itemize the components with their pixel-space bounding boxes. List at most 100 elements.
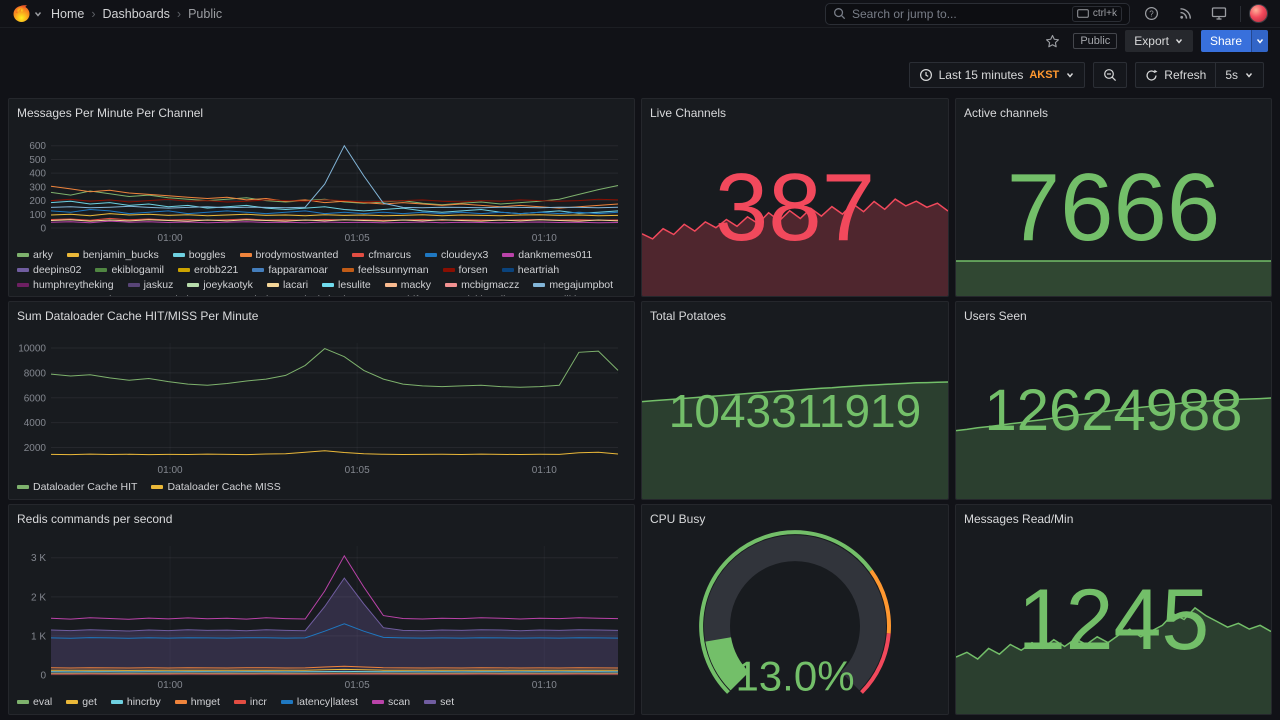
legend-item[interactable]: benjamin_bucks xyxy=(66,248,159,262)
panel-title[interactable]: Sum Dataloader Cache HIT/MISS Per Minute xyxy=(17,309,259,323)
panel-total-potatoes: Total Potatoes 1043311919 xyxy=(641,301,949,500)
search-input[interactable] xyxy=(852,6,1066,21)
legend-item[interactable]: jaskuz xyxy=(127,278,173,292)
search-box[interactable]: ctrl+k xyxy=(825,2,1130,25)
redis-chart[interactable]: 0 1 K 2 K 3 K 01:00 01:05 01:10 xyxy=(17,540,626,691)
legend-item[interactable]: ocedexx xyxy=(73,293,128,296)
legend-item[interactable]: preachifw xyxy=(365,293,426,296)
series-name: incr xyxy=(249,696,267,708)
refresh-interval-select[interactable]: 5s xyxy=(1215,62,1264,88)
legend-item[interactable]: cloudeyx3 xyxy=(425,248,488,262)
series-color-swatch xyxy=(501,268,514,272)
legend-item[interactable]: mcbigmaczz xyxy=(445,278,519,292)
legend-item[interactable]: feelssunnyman xyxy=(341,263,429,277)
legend-item[interactable]: scan xyxy=(371,695,410,709)
legend-item[interactable]: set xyxy=(424,695,454,709)
panel-title[interactable]: Messages Per Minute Per Channel xyxy=(17,106,204,120)
legend-item[interactable]: humphreytheking xyxy=(17,278,114,292)
share-button[interactable]: Share xyxy=(1200,30,1251,52)
panel-title[interactable]: Total Potatoes xyxy=(650,309,727,323)
svg-text:8000: 8000 xyxy=(24,368,47,379)
chevron-down-icon xyxy=(1256,39,1264,44)
legend-item[interactable]: playitshady xyxy=(282,293,351,296)
legend-item[interactable]: hmget xyxy=(174,695,220,709)
legend-item[interactable]: deepins02 xyxy=(17,263,81,277)
svg-text:4000: 4000 xyxy=(24,418,47,429)
legend-item[interactable]: paperjarl xyxy=(212,293,269,296)
breadcrumb-dashboards[interactable]: Dashboards xyxy=(102,6,170,21)
panel-title[interactable]: Redis commands per second xyxy=(17,512,173,526)
messages-read-sparkline xyxy=(956,606,1271,714)
series-color-swatch xyxy=(239,253,252,257)
series-color-swatch xyxy=(280,700,293,704)
panel-title[interactable]: CPU Busy xyxy=(650,512,706,526)
stat-value: 387 xyxy=(714,153,876,261)
legend-item[interactable]: dankmemes011 xyxy=(502,248,592,262)
series-name: deepins02 xyxy=(33,264,82,276)
zoom-out-button[interactable] xyxy=(1093,62,1128,88)
export-button[interactable]: Export xyxy=(1125,30,1193,52)
series-name: set xyxy=(440,696,455,708)
series-name: eval xyxy=(33,696,53,708)
public-tag[interactable]: Public xyxy=(1073,33,1118,49)
top-nav: Home › Dashboards › Public ctrl+k ? xyxy=(0,0,1280,28)
refresh-icon xyxy=(1146,69,1158,81)
keyboard-icon xyxy=(1077,9,1089,18)
panel-title[interactable]: Users Seen xyxy=(964,309,1027,323)
legend-item[interactable]: lacari xyxy=(266,278,308,292)
series-color-swatch xyxy=(424,700,437,704)
redis-legend: eval get hincrby hmget xyxy=(9,693,634,714)
legend-item[interactable]: erobb221 xyxy=(178,263,238,277)
help-icon[interactable]: ? xyxy=(1138,2,1164,26)
series-name: brodymostwanted xyxy=(255,249,339,261)
series-color-swatch xyxy=(322,283,335,287)
grafana-logo[interactable] xyxy=(12,4,43,23)
legend-item[interactable]: Dataloader Cache HIT xyxy=(17,480,137,494)
legend-item[interactable]: joeykaotyk xyxy=(187,278,253,292)
legend-item[interactable]: megajumpbot xyxy=(533,278,613,292)
legend-item[interactable]: paak_hc xyxy=(142,293,198,296)
share-menu-caret[interactable] xyxy=(1251,30,1268,52)
monitor-icon[interactable] xyxy=(1206,2,1232,26)
time-range-picker[interactable]: Last 15 minutes AKST xyxy=(908,62,1086,88)
legend-item[interactable]: fapparamoar xyxy=(252,263,328,277)
legend-item[interactable]: eval xyxy=(17,695,52,709)
dashboard-grid: Messages Per Minute Per Channel 0 100 200 3… xyxy=(0,96,1280,715)
svg-text:01:10: 01:10 xyxy=(532,680,557,690)
legend-item[interactable]: heartriah xyxy=(501,263,559,277)
star-icon[interactable] xyxy=(1039,29,1065,53)
avatar[interactable] xyxy=(1249,4,1268,23)
panel-title[interactable]: Messages Read/Min xyxy=(964,512,1074,526)
series-color-swatch xyxy=(187,283,200,287)
legend-item[interactable]: quickhuntik xyxy=(440,293,509,296)
zoom-out-icon xyxy=(1104,69,1117,82)
rss-icon[interactable] xyxy=(1172,2,1198,26)
legend-item[interactable]: forsen xyxy=(442,263,488,277)
legend-item[interactable]: arky xyxy=(17,248,53,262)
panel-title[interactable]: Active channels xyxy=(964,106,1049,120)
legend-item[interactable]: lesulite xyxy=(322,278,371,292)
legend-item[interactable]: nymn xyxy=(17,293,59,296)
series-color-swatch xyxy=(17,283,29,287)
legend-item[interactable]: boggles xyxy=(172,248,226,262)
active-channels-sparkline xyxy=(956,260,1271,296)
svg-text:01:00: 01:00 xyxy=(158,465,183,475)
legend-item[interactable]: ekiblogamil xyxy=(95,263,164,277)
legend-item[interactable]: incr xyxy=(233,695,267,709)
search-icon xyxy=(834,8,846,20)
refresh-button[interactable]: Refresh xyxy=(1135,62,1216,88)
legend-item[interactable]: hincrby xyxy=(110,695,161,709)
breadcrumb-home[interactable]: Home xyxy=(51,6,85,21)
dataloader-chart[interactable]: 2000 4000 6000 8000 10000 01:00 01:05 01:10 xyxy=(17,337,626,476)
legend-item[interactable]: samulikba xyxy=(522,293,585,296)
legend-item[interactable]: latency|latest xyxy=(280,695,358,709)
legend-item[interactable]: get xyxy=(66,695,97,709)
legend-item[interactable]: cfmarcus xyxy=(352,248,411,262)
series-color-swatch xyxy=(151,485,164,489)
legend-item[interactable]: brodymostwanted xyxy=(239,248,339,262)
panel-title[interactable]: Live Channels xyxy=(650,106,727,120)
series-name: cfmarcus xyxy=(368,249,411,261)
legend-item[interactable]: macky xyxy=(384,278,431,292)
legend-item[interactable]: Dataloader Cache MISS xyxy=(151,480,281,494)
messages-chart[interactable]: 0 100 200 300 400 500 600 01:00 01:05 01:10 xyxy=(17,137,626,244)
